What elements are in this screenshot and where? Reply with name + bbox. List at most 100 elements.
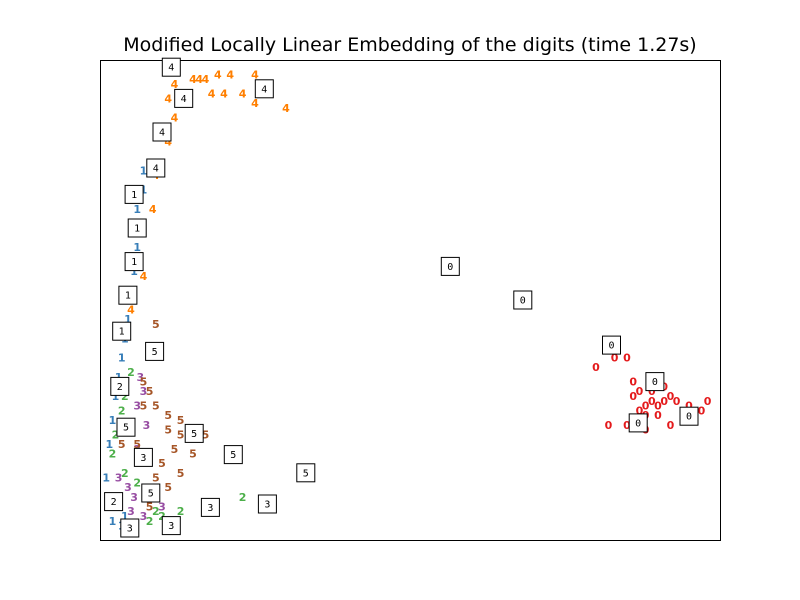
thumbnail-box <box>124 184 144 204</box>
thumbnail-box <box>141 483 161 503</box>
digit-thumbnail: 0 <box>628 413 648 433</box>
thumbnail-box <box>513 290 533 310</box>
thumbnail-digit: 3 <box>140 453 146 464</box>
thumbnail-box <box>152 122 172 142</box>
digit-point-1: 1 <box>109 515 117 528</box>
digit-point-4: 4 <box>239 88 247 101</box>
digit-point-4: 4 <box>164 92 172 105</box>
digit-thumbnail: 0 <box>679 406 699 426</box>
digit-point-5: 5 <box>164 409 172 422</box>
digit-point-1: 1 <box>140 164 148 177</box>
digit-thumbnail: 1 <box>124 252 144 272</box>
digit-point-5: 5 <box>158 457 166 470</box>
digit-point-3: 3 <box>140 385 148 398</box>
digit-point-3: 3 <box>133 400 141 413</box>
digit-point-5: 5 <box>146 385 154 398</box>
digit-thumbnail: 5 <box>116 417 136 437</box>
digit-point-5: 5 <box>146 500 154 513</box>
digit-point-4: 4 <box>127 304 135 317</box>
thumbnail-digit: 3 <box>207 503 213 514</box>
digit-point-5: 5 <box>152 472 160 485</box>
digit-point-2: 2 <box>133 476 141 489</box>
thumbnail-digit: 5 <box>191 429 197 440</box>
thumbnail-box <box>254 79 274 99</box>
thumbnail-digit: 5 <box>230 450 236 461</box>
digit-point-3: 3 <box>124 481 132 494</box>
digit-point-2: 2 <box>121 390 129 403</box>
digit-point-1: 1 <box>105 438 113 451</box>
digit-point-3: 3 <box>127 505 135 518</box>
digit-point-5: 5 <box>152 318 160 331</box>
thumbnail-box <box>104 492 124 512</box>
thumbnail-box <box>645 372 665 392</box>
thumbnail-box <box>174 88 194 108</box>
digit-point-4: 4 <box>220 88 228 101</box>
digit-thumbnail: 5 <box>184 423 204 443</box>
thumbnail-digit: 4 <box>153 164 159 175</box>
digit-point-0: 0 <box>648 395 656 408</box>
thumbnail-digit: 5 <box>152 347 158 358</box>
digit-point-1: 1 <box>124 313 132 326</box>
digit-point-4: 4 <box>202 73 210 86</box>
thumbnail-box <box>120 518 140 538</box>
thumbnail-digit: 3 <box>127 524 133 535</box>
digit-point-4: 4 <box>251 68 259 81</box>
digit-point-1: 1 <box>118 352 126 365</box>
thumbnail-box <box>679 406 699 426</box>
digit-thumbnail: 1 <box>124 184 144 204</box>
digit-point-0: 0 <box>629 376 637 389</box>
digit-point-5: 5 <box>133 438 141 451</box>
digit-point-4: 4 <box>282 102 290 115</box>
thumbnail-digit: 1 <box>131 257 137 268</box>
digit-point-0: 0 <box>667 390 675 403</box>
digit-point-0: 0 <box>654 400 662 413</box>
digit-point-2: 2 <box>121 467 129 480</box>
digit-point-4: 4 <box>149 203 157 216</box>
thumbnail-box <box>146 158 166 178</box>
thumbnail-digit: 4 <box>181 94 187 105</box>
digit-point-3: 3 <box>136 371 144 384</box>
thumbnail-box <box>223 445 243 465</box>
digit-thumbnail: 5 <box>223 445 243 465</box>
digit-point-0: 0 <box>642 400 650 413</box>
thumbnail-box <box>602 335 621 355</box>
thumbnail-digit: 1 <box>125 291 131 302</box>
thumbnail-digit: 3 <box>168 521 174 532</box>
thumbnail-digit: 2 <box>117 382 123 393</box>
thumbnail-box <box>200 497 220 517</box>
digit-thumbnail: 5 <box>296 463 316 483</box>
digit-point-0: 0 <box>685 400 693 413</box>
digit-point-4: 4 <box>251 97 259 110</box>
digit-thumbnail: 4 <box>152 122 172 142</box>
digit-point-5: 5 <box>140 376 148 389</box>
digit-point-4: 4 <box>208 88 216 101</box>
thumbnail-box <box>257 494 277 514</box>
digit-point-0: 0 <box>667 419 675 432</box>
digit-point-2: 2 <box>112 428 120 441</box>
digit-point-0: 0 <box>623 352 631 365</box>
thumbnail-digit: 4 <box>159 128 165 139</box>
digit-point-0: 0 <box>611 352 619 365</box>
digit-point-4: 4 <box>189 73 197 86</box>
thumbnail-box <box>145 341 165 361</box>
digit-point-0: 0 <box>636 385 644 398</box>
digit-thumbnail: 4 <box>174 88 194 108</box>
thumbnail-box <box>184 423 204 443</box>
digit-thumbnail: 1 <box>118 285 138 305</box>
digit-point-4: 4 <box>214 68 222 81</box>
digit-thumbnail: 4 <box>254 79 274 99</box>
digit-point-0: 0 <box>698 404 706 417</box>
digit-point-5: 5 <box>118 438 126 451</box>
digit-point-4: 4 <box>164 136 172 149</box>
thumbnail-box <box>628 413 648 433</box>
thumbnail-digit: 3 <box>264 500 270 511</box>
digit-point-3: 3 <box>143 419 151 432</box>
digit-thumbnail: 4 <box>161 57 181 77</box>
digit-thumbnail: 2 <box>104 492 124 512</box>
digit-point-1: 1 <box>133 241 141 254</box>
digit-thumbnail: 0 <box>440 256 460 276</box>
digit-point-3: 3 <box>158 500 166 513</box>
digit-point-5: 5 <box>171 443 179 456</box>
